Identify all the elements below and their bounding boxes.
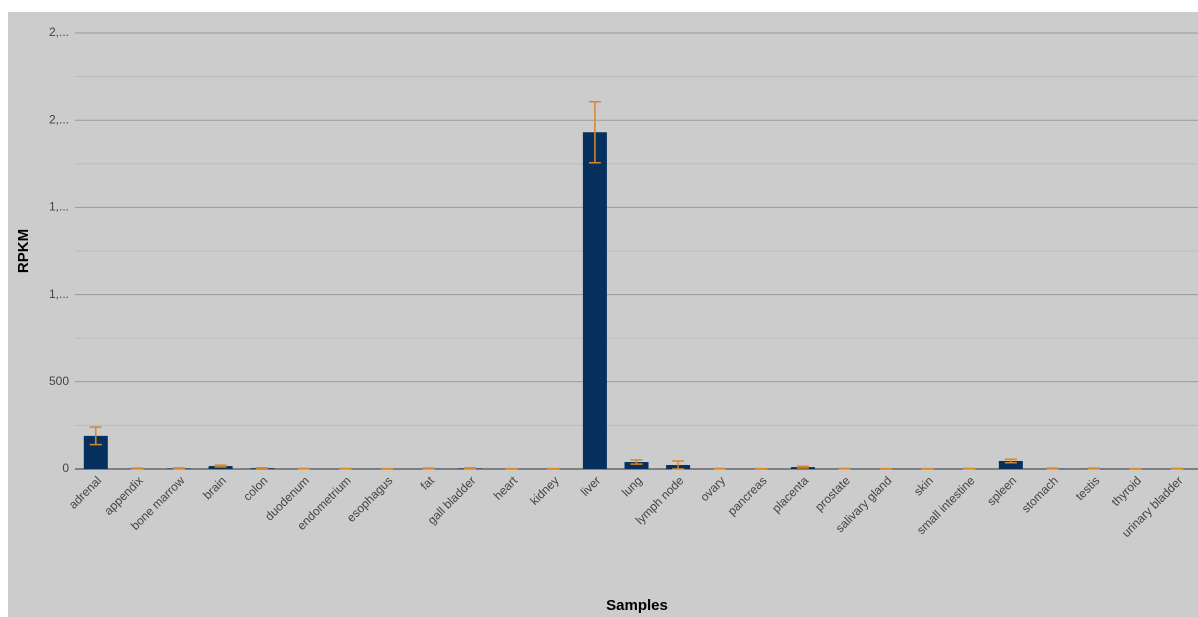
error-bar bbox=[588, 100, 601, 164]
bar bbox=[624, 462, 649, 469]
y-tick-label: 2,... bbox=[49, 112, 69, 126]
error-bar bbox=[214, 464, 227, 468]
bar bbox=[998, 460, 1023, 469]
y-tick-label: 1,... bbox=[49, 200, 69, 214]
y-axis-title: RPKM bbox=[15, 229, 32, 273]
error-bar bbox=[672, 460, 685, 470]
error-bar bbox=[422, 467, 435, 470]
error-bar bbox=[131, 467, 144, 470]
error-bar bbox=[1004, 458, 1017, 464]
error-bar bbox=[172, 467, 185, 470]
x-axis-title: Samples bbox=[606, 597, 668, 614]
error-bar bbox=[256, 467, 269, 470]
bar bbox=[582, 132, 607, 470]
error-bar bbox=[1046, 467, 1059, 470]
y-tick-label: 0 bbox=[62, 461, 69, 475]
error-bar bbox=[796, 465, 809, 469]
error-bar bbox=[89, 426, 102, 446]
error-bar bbox=[464, 467, 477, 470]
y-tick-label: 2,... bbox=[49, 25, 69, 39]
y-tick-label: 1,... bbox=[49, 287, 69, 301]
y-tick-label: 500 bbox=[49, 374, 69, 388]
error-bar bbox=[630, 459, 643, 465]
error-bar bbox=[1088, 467, 1101, 470]
